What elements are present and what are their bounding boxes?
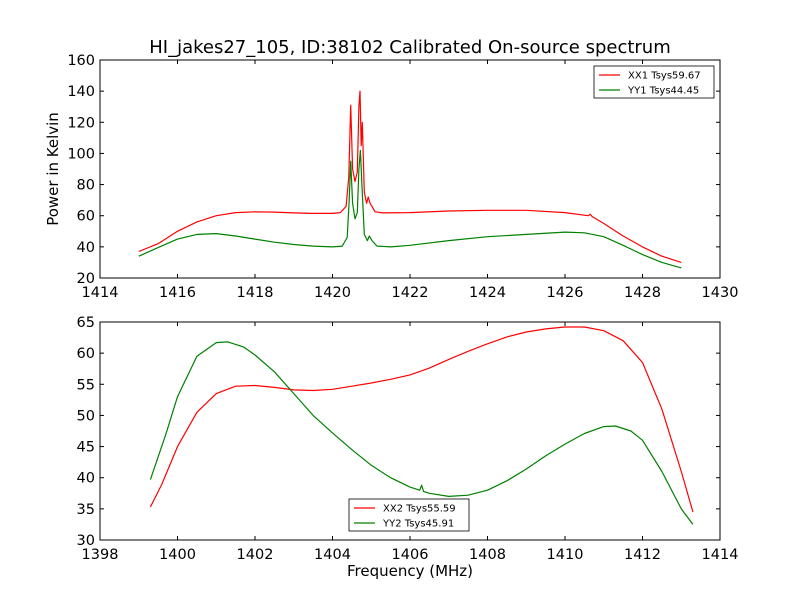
bottom-series-line-2 (149, 341, 694, 525)
bottom-y-tick-label: 40 (77, 471, 95, 487)
top-y-tick-label: 100 (67, 146, 95, 162)
bottom-y-tick-label: 35 (77, 502, 95, 518)
bottom-legend-label-2: YY2 Tsys45.91 (382, 519, 454, 530)
chart-title: HI_jakes27_105, ID:38102 Calibrated On-s… (149, 37, 671, 58)
bottom-panel: 1398 1400 1402 1404 1406 1408 1410 1412 1414 30 35… (77, 315, 739, 580)
bottom-x-tick-label: 1412 (624, 547, 661, 563)
top-x-tick-label: 1426 (547, 285, 584, 301)
top-x-tick-label: 1422 (392, 285, 429, 301)
bottom-legend-box (348, 498, 470, 532)
bottom-x-tick-label: 1402 (237, 547, 274, 563)
bottom-x-tick-label: 1410 (547, 547, 584, 563)
top-y-tick-label: 160 (67, 53, 95, 69)
top-y-tick-label: 20 (77, 271, 95, 287)
bottom-x-tick-label: 1404 (314, 547, 351, 563)
top-y-tick-label: 40 (77, 240, 95, 256)
top-legend-label-1: XX1 Tsys59.67 (628, 71, 701, 82)
top-x-tick-label: 1424 (469, 285, 506, 301)
top-legend-label-2: YY1 Tsys44.45 (627, 86, 699, 97)
top-x-tick-label: 1420 (314, 285, 351, 301)
top-legend: XX1 Tsys59.67 YY1 Tsys44.45 (593, 65, 715, 99)
top-x-tick-label: 1416 (159, 285, 196, 301)
bottom-legend: XX2 Tsys55.59 YY2 Tsys45.91 (348, 498, 470, 532)
bottom-legend-label-1: XX2 Tsys55.59 (383, 504, 456, 515)
top-x-tick-label: 1428 (624, 285, 661, 301)
top-y-tick-label: 80 (77, 178, 95, 194)
bottom-y-tick-label: 45 (77, 440, 95, 456)
bottom-x-tick-label: 1414 (702, 547, 739, 563)
bottom-y-tick-label: 65 (77, 315, 95, 331)
top-panel: 1414 1416 1418 1420 1422 1424 1426 1428 1430 20 40… (44, 53, 738, 301)
bottom-y-tick-label: 60 (77, 346, 95, 362)
bottom-x-tick-label: 1400 (159, 547, 196, 563)
bottom-y-tick-label: 30 (77, 533, 95, 549)
bottom-y-tick-label: 50 (77, 408, 95, 424)
top-y-tick-label: 60 (77, 209, 95, 225)
bottom-x-tick-label: 1398 (82, 547, 119, 563)
bottom-series-line-1 (149, 326, 694, 513)
top-y-tick-label: 140 (67, 84, 95, 100)
top-y-axis-label: Power in Kelvin (44, 112, 62, 226)
top-series-line-1 (138, 90, 682, 263)
top-y-tick-label: 120 (67, 115, 95, 131)
bottom-x-axis-label: Frequency (MHz) (347, 562, 473, 580)
bottom-y-tick-label: 55 (77, 377, 95, 393)
top-legend-box (593, 65, 715, 99)
top-x-tick-label: 1418 (237, 285, 274, 301)
bottom-x-tick-label: 1408 (469, 547, 506, 563)
top-x-tick-label: 1430 (702, 285, 739, 301)
top-x-tick-label: 1414 (82, 285, 119, 301)
top-series-line-2 (138, 149, 682, 269)
bottom-x-tick-label: 1406 (392, 547, 429, 563)
